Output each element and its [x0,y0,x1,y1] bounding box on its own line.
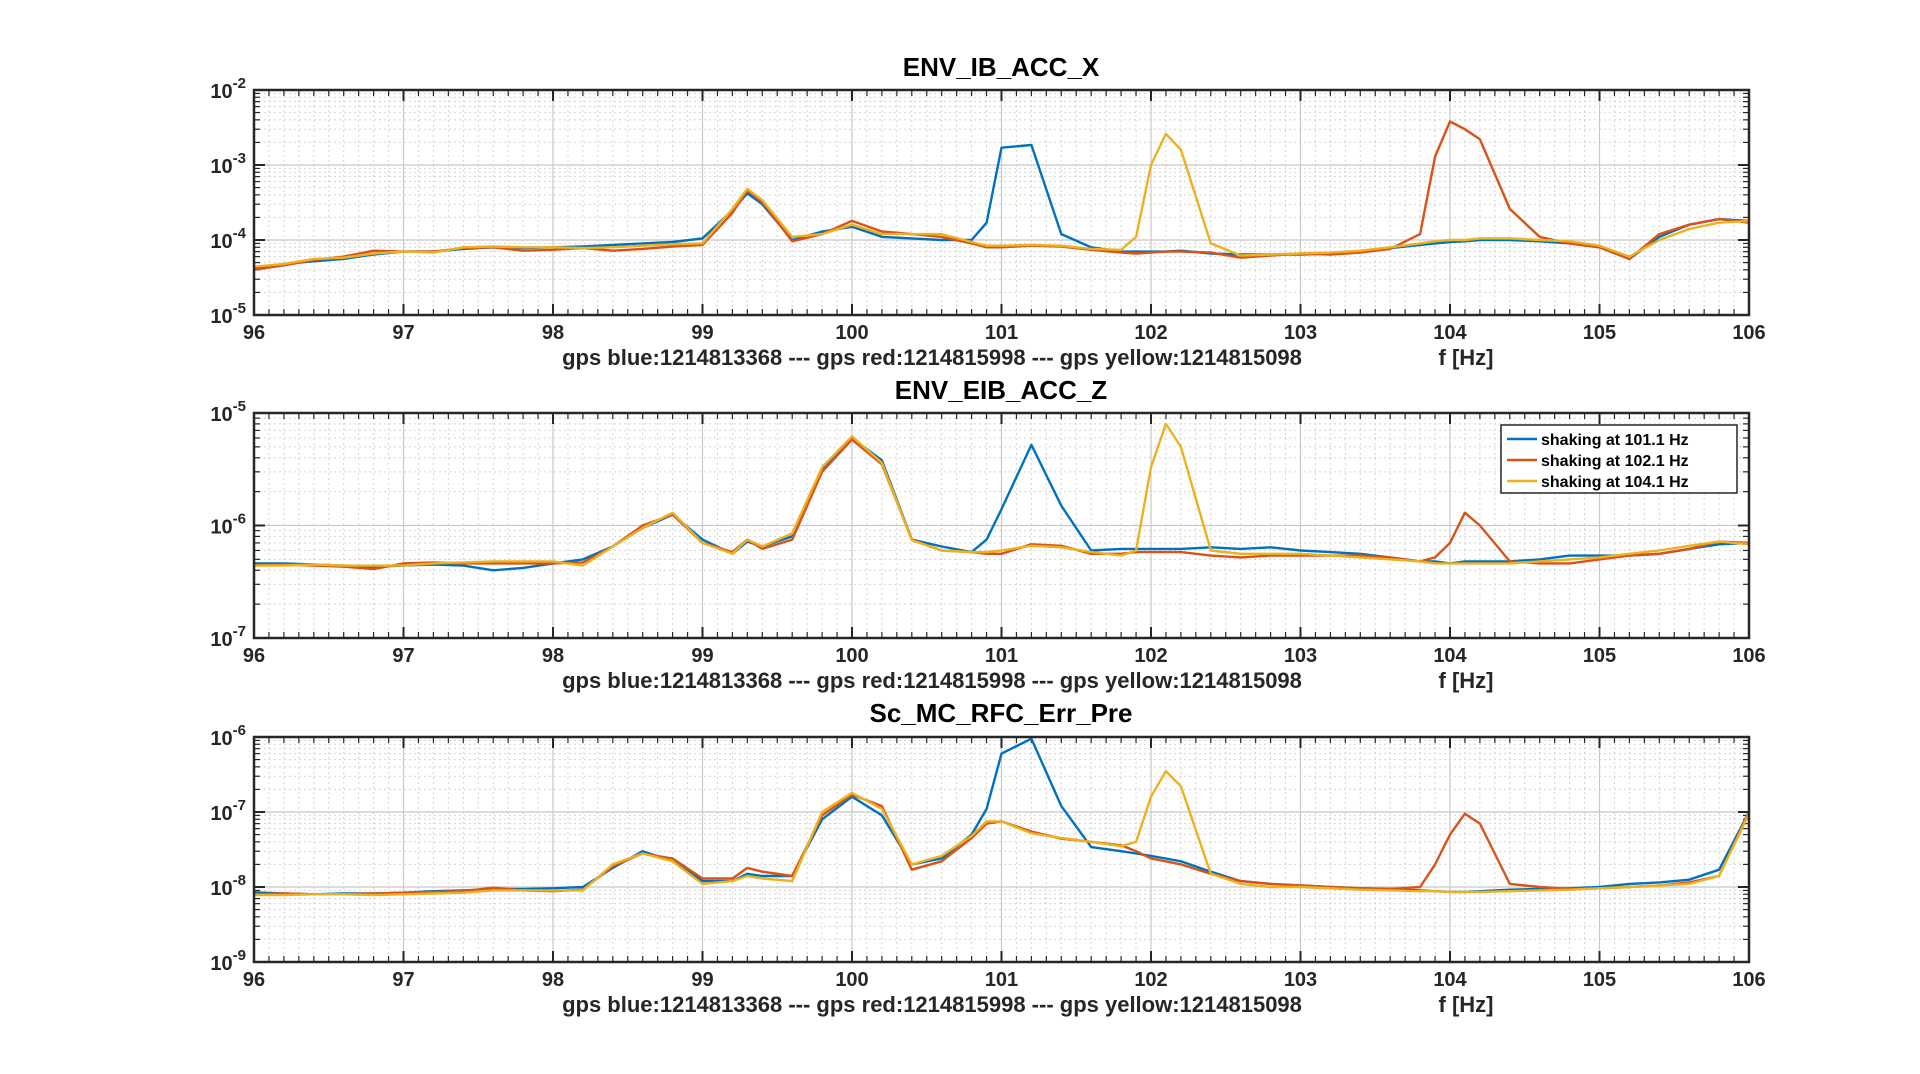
x-tick-label: 99 [691,322,713,344]
legend-entry-2: shaking at 102.1 Hz [1541,453,1689,470]
x-axis-label: gps blue:1214813368 --- gps red:12148159… [562,668,1302,693]
y-tick-exponent: -5 [233,300,246,317]
x-tick-label: 102 [1134,969,1167,991]
x-tick-label: 105 [1583,645,1616,667]
legend-entry-1: shaking at 101.1 Hz [1541,432,1689,449]
y-ticks: 10-510-410-310-2 [210,75,1749,328]
x-tick-label: 98 [542,322,564,344]
y-tick-exponent: -6 [233,722,246,739]
series-group [253,737,1751,897]
legend: shaking at 101.1 Hz shaking at 102.1 Hz sh… [1500,424,1738,494]
x-tick-label: 106 [1732,322,1765,344]
y-tick-base: 10 [210,728,232,750]
y-tick-exponent: -8 [233,872,246,889]
x-tick-label: 105 [1583,322,1616,344]
y-tick-base: 10 [210,231,232,253]
x-ticks: 96 97 98 99 100 101 102 103 104 105 106 [243,413,1766,667]
panel-title: ENV_EIB_ACC_Z [895,375,1108,405]
y-tick-base: 10 [210,404,232,426]
x-tick-label: 101 [985,645,1018,667]
series-line-3 [254,770,1751,897]
y-tick-label: 10-3 [210,150,246,178]
y-tick-exponent: -5 [233,398,246,415]
x-axis-unit: f [Hz] [1439,992,1494,1017]
x-tick-label: 103 [1284,322,1317,344]
y-tick-exponent: -4 [233,225,247,242]
y-tick-exponent: -9 [233,947,246,964]
x-ticks: 96 97 98 99 100 101 102 103 104 105 106 [243,90,1766,344]
series-line-1 [254,436,1750,572]
y-ticks: 10-910-810-710-6 [210,722,1749,975]
y-tick-label: 10-8 [210,872,246,900]
x-axis-unit: f [Hz] [1439,345,1494,370]
series-line-3 [254,422,1750,567]
panel-env-ib-acc-x: ENV_IB_ACC_X gps blue:1214813368 --- gps… [210,52,1765,370]
x-tick-label: 98 [542,969,564,991]
x-tick-label: 104 [1433,645,1467,667]
x-tick-label: 100 [835,969,868,991]
y-tick-exponent: -3 [233,150,246,167]
minor-ticks [254,737,1749,962]
y-tick-label: 10-5 [210,398,246,426]
x-tick-label: 102 [1134,645,1167,667]
y-tick-label: 10-6 [210,722,246,750]
y-ticks: 10-710-610-5 [210,398,1749,651]
x-tick-label: 96 [243,645,265,667]
x-axis-unit: f [Hz] [1439,668,1494,693]
panel-sc-mc-rfc-err-pre: Sc_MC_RFC_Err_Pre gps blue:1214813368 --… [210,698,1765,1017]
x-tick-label: 97 [392,969,414,991]
y-tick-exponent: -2 [233,75,246,92]
y-tick-base: 10 [210,629,232,651]
y-tick-base: 10 [210,878,232,900]
y-tick-label: 10-2 [210,75,246,103]
x-tick-label: 101 [985,969,1018,991]
x-tick-label: 97 [392,645,414,667]
x-axis-label: gps blue:1214813368 --- gps red:12148159… [562,345,1302,370]
x-tick-label: 105 [1583,969,1616,991]
x-tick-label: 98 [542,645,564,667]
y-tick-exponent: -7 [233,797,246,814]
panel-title: Sc_MC_RFC_Err_Pre [869,698,1132,728]
x-tick-label: 96 [243,969,265,991]
x-tick-label: 97 [392,322,414,344]
x-ticks: 96 97 98 99 100 101 102 103 104 105 106 [243,737,1766,991]
x-tick-label: 101 [985,322,1018,344]
x-tick-label: 99 [691,969,713,991]
y-tick-label: 10-9 [210,947,246,975]
y-tick-label: 10-7 [210,797,246,825]
x-tick-label: 102 [1134,322,1167,344]
x-tick-label: 104 [1433,322,1467,344]
y-tick-base: 10 [210,81,232,103]
legend-box [1500,424,1738,494]
x-tick-label: 104 [1433,969,1467,991]
y-tick-base: 10 [210,156,232,178]
y-tick-exponent: -6 [233,511,246,528]
y-tick-exponent: -7 [233,623,246,640]
x-tick-label: 99 [691,645,713,667]
y-tick-label: 10-7 [210,623,246,651]
panel-env-eib-acc-z: ENV_EIB_ACC_Z gps blue:1214813368 --- gp… [210,375,1765,693]
x-tick-label: 103 [1284,969,1317,991]
x-tick-label: 100 [835,645,868,667]
series-group [253,120,1750,271]
y-tick-base: 10 [210,953,232,975]
y-tick-base: 10 [210,803,232,825]
series-group [253,422,1750,572]
y-tick-base: 10 [210,517,232,539]
x-tick-label: 106 [1732,645,1765,667]
y-tick-label: 10-6 [210,511,246,539]
series-line-3 [253,132,1750,268]
y-tick-base: 10 [210,306,232,328]
panel-title: ENV_IB_ACC_X [903,52,1100,82]
x-tick-label: 96 [243,322,265,344]
y-tick-label: 10-5 [210,300,246,328]
x-tick-label: 106 [1732,969,1765,991]
x-axis-label: gps blue:1214813368 --- gps red:12148159… [562,992,1302,1017]
legend-entry-3: shaking at 104.1 Hz [1541,474,1689,491]
series-line-2 [253,438,1750,571]
y-tick-label: 10-4 [210,225,246,253]
x-tick-label: 100 [835,322,868,344]
x-tick-label: 103 [1284,645,1317,667]
